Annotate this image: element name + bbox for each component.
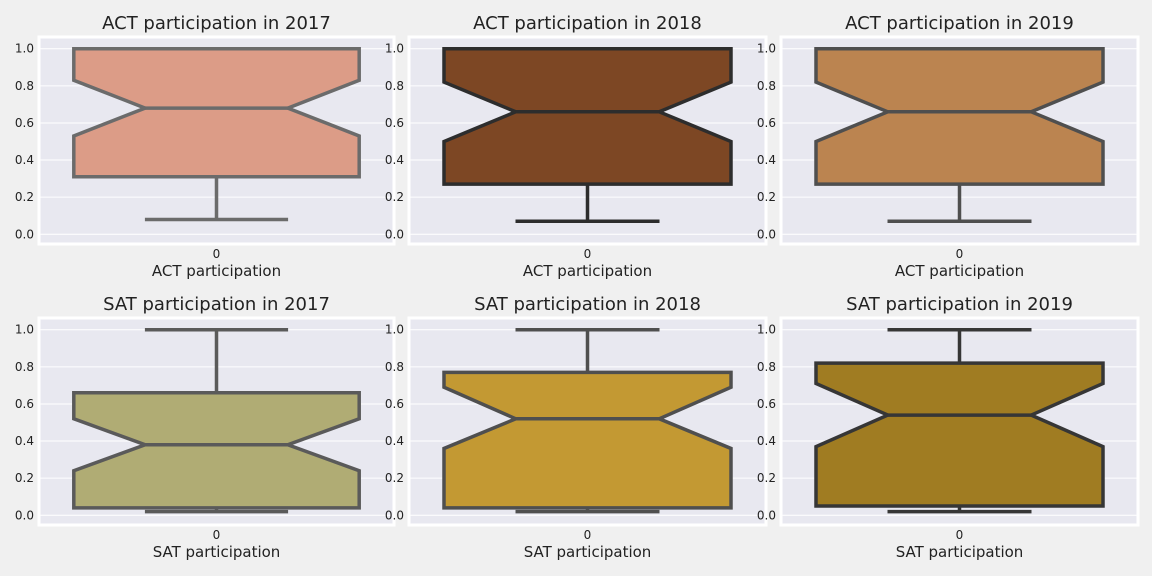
y-tick-label: 0.6 <box>757 397 776 411</box>
y-tick-label: 1.0 <box>757 42 776 56</box>
y-tick-label: 1.0 <box>385 323 404 337</box>
y-tick-label: 0.8 <box>757 360 776 374</box>
x-axis-label: ACT participation <box>152 262 281 280</box>
y-tick-label: 0.8 <box>15 360 34 374</box>
y-tick-label: 0.6 <box>15 116 34 130</box>
x-tick-label: 0 <box>584 247 592 261</box>
x-tick-label: 0 <box>213 528 221 542</box>
notched-box <box>72 46 361 179</box>
y-tick-label: 0.4 <box>15 434 34 448</box>
x-axis-label: ACT participation <box>523 262 652 280</box>
chart-title: SAT participation in 2018 <box>474 294 701 315</box>
y-tick-label: 0.6 <box>15 397 34 411</box>
notched-box <box>72 391 361 510</box>
y-tick-label: 0.6 <box>385 116 404 130</box>
y-tick-label: 0.4 <box>757 434 776 448</box>
y-tick-label: 0.8 <box>15 79 34 93</box>
chart-title: ACT participation in 2018 <box>473 13 702 34</box>
y-tick-label: 0.6 <box>385 397 404 411</box>
y-tick-label: 0.6 <box>757 116 776 130</box>
x-axis-label: SAT participation <box>153 543 281 561</box>
y-tick-label: 0.4 <box>385 434 404 448</box>
y-tick-label: 0.2 <box>385 190 404 204</box>
y-tick-label: 1.0 <box>15 42 34 56</box>
y-tick-label: 0.8 <box>385 360 404 374</box>
y-tick-label: 1.0 <box>15 323 34 337</box>
y-tick-label: 0.0 <box>15 227 34 241</box>
y-tick-label: 0.2 <box>385 471 404 485</box>
y-tick-label: 0.0 <box>757 508 776 522</box>
y-tick-label: 0.2 <box>15 190 34 204</box>
chart-title: SAT participation in 2019 <box>846 294 1073 315</box>
y-tick-label: 0.4 <box>757 153 776 167</box>
x-axis-label: SAT participation <box>524 543 652 561</box>
x-tick-label: 0 <box>956 247 964 261</box>
y-tick-label: 0.0 <box>15 508 34 522</box>
y-tick-label: 0.2 <box>15 471 34 485</box>
y-tick-label: 0.0 <box>757 227 776 241</box>
notched-box <box>442 46 733 186</box>
y-tick-label: 1.0 <box>757 323 776 337</box>
y-tick-label: 0.2 <box>757 190 776 204</box>
x-tick-label: 0 <box>584 528 592 542</box>
chart-title: SAT participation in 2017 <box>103 294 330 315</box>
x-tick-label: 0 <box>213 247 221 261</box>
y-tick-label: 0.2 <box>757 471 776 485</box>
y-tick-label: 0.4 <box>15 153 34 167</box>
y-tick-label: 0.8 <box>385 79 404 93</box>
chart-title: ACT participation in 2017 <box>102 13 331 34</box>
y-tick-label: 0.0 <box>385 508 404 522</box>
notched-box <box>814 361 1105 508</box>
y-tick-label: 1.0 <box>385 42 404 56</box>
x-tick-label: 0 <box>956 528 964 542</box>
x-axis-label: SAT participation <box>896 543 1024 561</box>
notched-box <box>442 370 733 510</box>
notched-box <box>814 46 1105 186</box>
y-tick-label: 0.0 <box>385 227 404 241</box>
y-tick-label: 0.4 <box>385 153 404 167</box>
y-tick-label: 0.8 <box>757 79 776 93</box>
chart-title: ACT participation in 2019 <box>845 13 1074 34</box>
x-axis-label: ACT participation <box>895 262 1024 280</box>
